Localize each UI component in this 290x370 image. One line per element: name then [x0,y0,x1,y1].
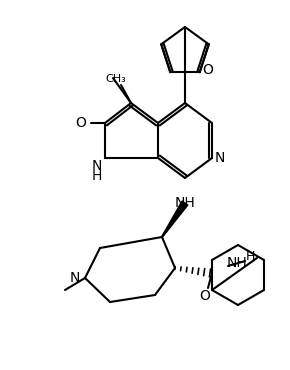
Polygon shape [162,201,188,237]
Text: O: O [202,63,213,77]
Text: NH: NH [175,196,195,210]
Text: N: N [92,159,102,173]
Text: O: O [76,116,86,130]
Text: N: N [70,271,80,285]
Text: O: O [200,289,211,303]
Text: NH: NH [226,256,247,270]
Text: H: H [92,169,102,183]
Text: N: N [215,151,225,165]
Text: H: H [245,249,255,262]
Text: CH₃: CH₃ [106,74,126,84]
